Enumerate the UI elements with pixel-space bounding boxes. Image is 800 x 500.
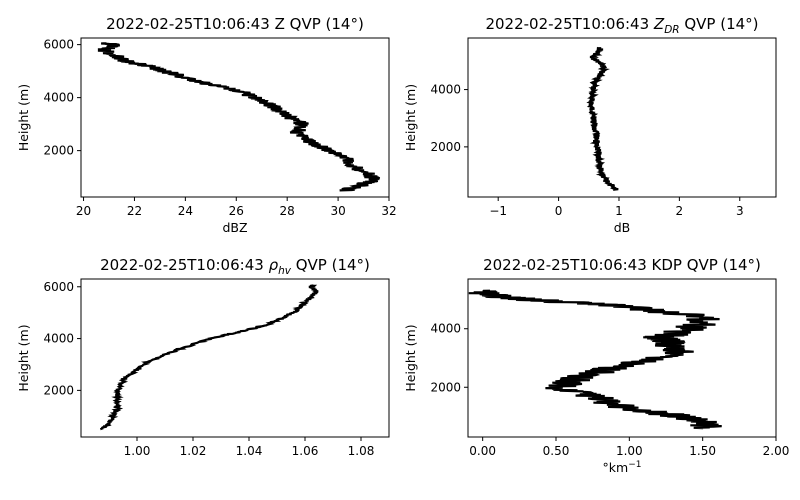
chart-title: 2022-02-25T10:06:43 ρhv QVP (14°) [100,256,370,277]
y-tick-label: 4000 [430,322,461,336]
x-axis-label: dB [614,220,631,235]
x-tick-label: 24 [178,204,193,218]
data-line [99,284,320,431]
subplot-2: 2022-02-25T10:06:43 ZDR QVP (14°) −1 0 1 2 3 2… [403,15,777,235]
x-axis-label: dBZ [222,220,247,235]
x-tick-label: 1 [615,204,623,218]
title-symbol: Z [653,15,665,33]
y-axis-label: Height (m) [403,324,418,391]
x-tick-label: 22 [127,204,142,218]
x-tick-label: 30 [330,204,345,218]
data-line [97,42,381,192]
x-tick-label: 20 [76,204,91,218]
x-tick-label: 26 [229,204,244,218]
x-tick-label: 2 [676,204,684,218]
axes-frame [80,37,390,198]
x-tick-label: −1 [489,204,507,218]
subplot-3: 2022-02-25T10:06:43 ρhv QVP (14°) 1.00 1.0… [16,256,390,458]
x-tick-label: 1.06 [292,444,319,458]
x-tick-label: 2.00 [763,444,790,458]
y-tick-label: 6000 [43,280,74,294]
x-tick-label: 32 [381,204,396,218]
x-tick-label: 1.08 [348,444,375,458]
y-axis-label: Height (m) [16,324,31,391]
x-tick-label: 1.50 [689,444,716,458]
y-axis-label: Height (m) [16,84,31,151]
axes-frame [467,278,777,438]
y-axis-label: Height (m) [403,84,418,151]
title-subscript: hv [278,265,292,277]
title-text: 2022-02-25T10:06:43 [100,256,268,274]
x-axis-label: °km−1 [603,460,642,475]
axes-frame [80,278,390,438]
x-tick-label: 0.00 [469,444,496,458]
y-tick-label: 4000 [43,332,74,346]
x-tick-label: 1.04 [236,444,263,458]
axes-frame [467,37,777,198]
x-tick-label: 1.00 [124,444,151,458]
chart-title: 2022-02-25T10:06:43 ZDR QVP (14°) [485,15,758,36]
data-line [468,289,722,430]
y-tick-label: 2000 [43,383,74,397]
x-tick-label: 0 [555,204,563,218]
chart-title: 2022-02-25T10:06:43 KDP QVP (14°) [483,256,761,274]
y-tick-label: 6000 [43,38,74,52]
chart-title: 2022-02-25T10:06:43 Z QVP (14°) [106,15,364,33]
x-axis-label-superscript: −1 [628,460,641,470]
x-tick-label: 0.50 [543,444,570,458]
subplot-4: 2022-02-25T10:06:43 KDP QVP (14°) 0.00 0.5… [403,256,789,475]
x-tick-label: 1.00 [616,444,643,458]
subplot-1: 2022-02-25T10:06:43 Z QVP (14°) 20 22 24 26 2… [16,15,397,235]
y-tick-label: 2000 [43,144,74,158]
x-tick-label: 1.02 [180,444,207,458]
y-tick-label: 4000 [430,83,461,97]
title-subscript: DR [664,24,679,36]
y-tick-label: 4000 [43,91,74,105]
x-tick-label: 3 [736,204,744,218]
title-text: QVP (14°) [680,15,759,33]
x-axis-label-text: °km [603,460,629,475]
data-line [586,46,619,191]
y-tick-label: 2000 [430,140,461,154]
title-symbol: ρ [269,256,279,274]
y-tick-label: 2000 [430,380,461,394]
title-text: 2022-02-25T10:06:43 [485,15,653,33]
title-text: QVP (14°) [291,256,370,274]
x-tick-label: 28 [280,204,295,218]
